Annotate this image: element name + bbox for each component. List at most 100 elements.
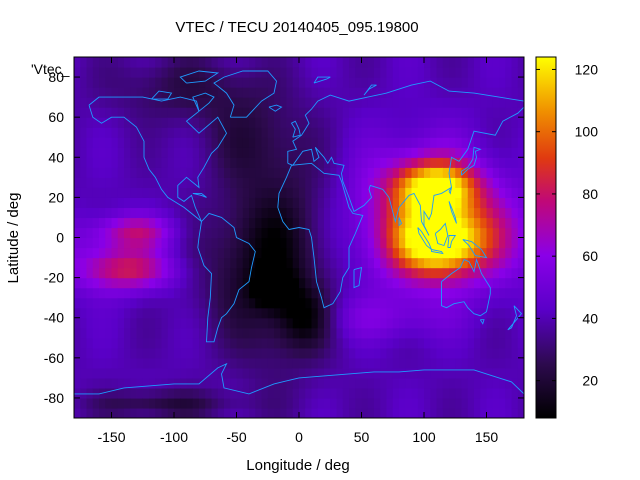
- heat-cell: [342, 87, 350, 98]
- heat-cell: [117, 197, 125, 209]
- heat-cell: [117, 327, 125, 339]
- heat-cell: [486, 307, 494, 319]
- heat-cell: [111, 77, 119, 88]
- heat-cell: [130, 397, 138, 409]
- heat-cell: [380, 387, 388, 399]
- heat-cell: [342, 67, 350, 78]
- heat-cell: [474, 67, 481, 78]
- heat-cell: [105, 127, 113, 138]
- heat-cell: [474, 197, 481, 209]
- heat-cell: [324, 207, 331, 219]
- heat-cell: [499, 317, 506, 329]
- heat-cell: [342, 77, 350, 88]
- heat-cell: [317, 147, 325, 158]
- heat-cell: [111, 107, 119, 118]
- heat-cell: [480, 347, 488, 359]
- heat-cell: [342, 147, 350, 158]
- heat-cell: [255, 367, 263, 379]
- heat-cell: [86, 127, 94, 138]
- heat-cell: [305, 267, 313, 279]
- heat-cell: [74, 397, 81, 409]
- heat-cell: [342, 127, 350, 138]
- heat-cell: [99, 297, 106, 309]
- heat-cell: [180, 367, 188, 379]
- heat-cell: [255, 207, 263, 219]
- heat-cell: [399, 147, 406, 158]
- heat-cell: [92, 77, 100, 88]
- heat-cell: [217, 67, 225, 78]
- heat-cell: [292, 217, 300, 229]
- heat-cell: [299, 257, 306, 269]
- heat-cell: [261, 247, 269, 259]
- heat-cell: [374, 187, 381, 198]
- heat-cell: [280, 237, 288, 249]
- heat-cell: [374, 327, 381, 339]
- heat-cell: [361, 267, 369, 279]
- heat-cell: [386, 277, 394, 289]
- heat-cell: [86, 147, 94, 158]
- heat-cell: [324, 217, 331, 229]
- heat-cell: [242, 277, 250, 289]
- heat-cell: [180, 117, 188, 128]
- heat-cell: [261, 217, 269, 229]
- heat-cell: [405, 67, 413, 78]
- heat-cell: [255, 287, 263, 299]
- heat-cell: [330, 197, 338, 209]
- heat-cell: [417, 267, 425, 279]
- heat-cell: [261, 237, 269, 249]
- heat-cell: [211, 257, 219, 269]
- heat-cell: [330, 167, 338, 178]
- heat-cell: [192, 327, 200, 339]
- heat-cell: [324, 337, 331, 349]
- heat-cell: [442, 107, 450, 118]
- heat-cell: [455, 167, 463, 178]
- heat-cell: [274, 217, 281, 229]
- heat-cell: [455, 87, 463, 98]
- heat-cell: [499, 277, 506, 289]
- heat-cell: [142, 297, 150, 309]
- heat-cell: [105, 317, 113, 329]
- heat-cell: [455, 387, 463, 399]
- heat-cell: [155, 147, 163, 158]
- heat-cell: [74, 337, 81, 349]
- heat-cell: [467, 197, 475, 209]
- heat-cell: [161, 307, 169, 319]
- heat-cell: [224, 407, 231, 418]
- heat-cell: [242, 397, 250, 409]
- heat-cell: [442, 287, 450, 299]
- heat-cell: [311, 397, 319, 409]
- heat-cell: [117, 217, 125, 229]
- heat-cell: [380, 207, 388, 219]
- heat-cell: [486, 107, 494, 118]
- heat-cell: [342, 207, 350, 219]
- heat-cell: [499, 247, 506, 259]
- heat-cell: [174, 197, 181, 209]
- heat-cell: [267, 107, 275, 118]
- heat-cell: [242, 207, 250, 219]
- heat-cell: [330, 367, 338, 379]
- heat-cell: [492, 87, 500, 98]
- heat-cell: [236, 237, 244, 249]
- heat-cell: [442, 147, 450, 158]
- heat-cell: [311, 157, 319, 168]
- heat-cell: [449, 337, 456, 349]
- heat-cell: [280, 67, 288, 78]
- heat-cell: [117, 117, 125, 128]
- heat-cell: [261, 187, 269, 198]
- heat-cell: [511, 227, 519, 239]
- heat-cell: [92, 387, 100, 399]
- x-tick-label: 150: [475, 429, 499, 445]
- heat-cell: [299, 97, 306, 108]
- heat-cell: [317, 67, 325, 78]
- heat-cell: [455, 157, 463, 168]
- heat-cell: [230, 67, 238, 78]
- heat-cell: [192, 57, 200, 68]
- heat-cell: [449, 277, 456, 289]
- heat-cell: [261, 207, 269, 219]
- heat-cell: [111, 327, 119, 339]
- heat-cell: [286, 127, 294, 138]
- heat-cell: [117, 127, 125, 138]
- heat-cell: [217, 337, 225, 349]
- heat-cell: [380, 87, 388, 98]
